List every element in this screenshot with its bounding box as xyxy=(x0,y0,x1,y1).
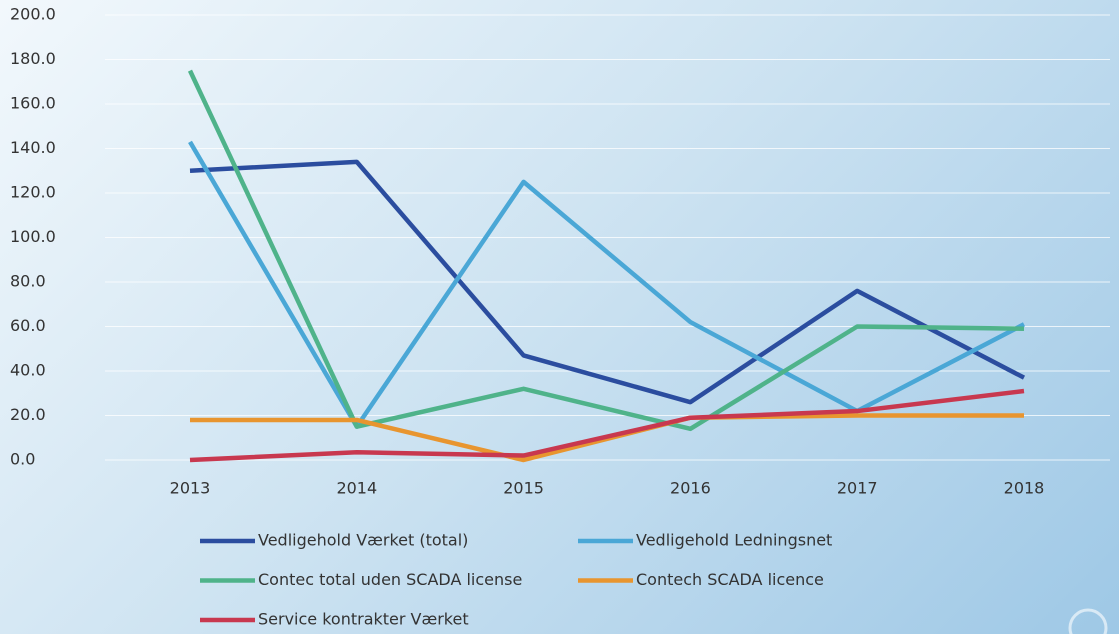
x-tick-label: 2013 xyxy=(170,479,211,498)
x-tick-label: 2018 xyxy=(1004,479,1045,498)
series-line xyxy=(187,69,1025,432)
y-tick-label: 40.0 xyxy=(10,361,46,380)
y-tick-label: 180.0 xyxy=(10,49,56,68)
legend-label: Contech SCADA licence xyxy=(636,570,824,589)
series-line xyxy=(189,159,1026,405)
y-tick-label: 120.0 xyxy=(10,183,56,202)
legend-label: Service kontrakter Værket xyxy=(258,610,469,629)
x-tick-label: 2015 xyxy=(503,479,544,498)
y-tick-label: 80.0 xyxy=(10,272,46,291)
y-tick-label: 20.0 xyxy=(10,405,46,424)
y-tick-label: 100.0 xyxy=(10,227,56,246)
y-tick-label: 140.0 xyxy=(10,138,56,157)
y-tick-label: 60.0 xyxy=(10,316,46,335)
magnifier-icon xyxy=(1068,608,1108,634)
y-tick-label: 200.0 xyxy=(10,5,56,24)
x-tick-label: 2014 xyxy=(336,479,377,498)
legend-label: Vedligehold Ledningsnet xyxy=(636,531,832,550)
y-tick-label: 0.0 xyxy=(10,450,35,469)
series-line xyxy=(188,140,1026,429)
x-tick-label: 2016 xyxy=(670,479,711,498)
legend-label: Contec total uden SCADA license xyxy=(258,570,522,589)
x-tick-label: 2017 xyxy=(837,479,878,498)
series-line xyxy=(189,388,1025,463)
legend-label: Vedligehold Værket (total) xyxy=(258,531,468,550)
y-tick-label: 160.0 xyxy=(10,94,56,113)
